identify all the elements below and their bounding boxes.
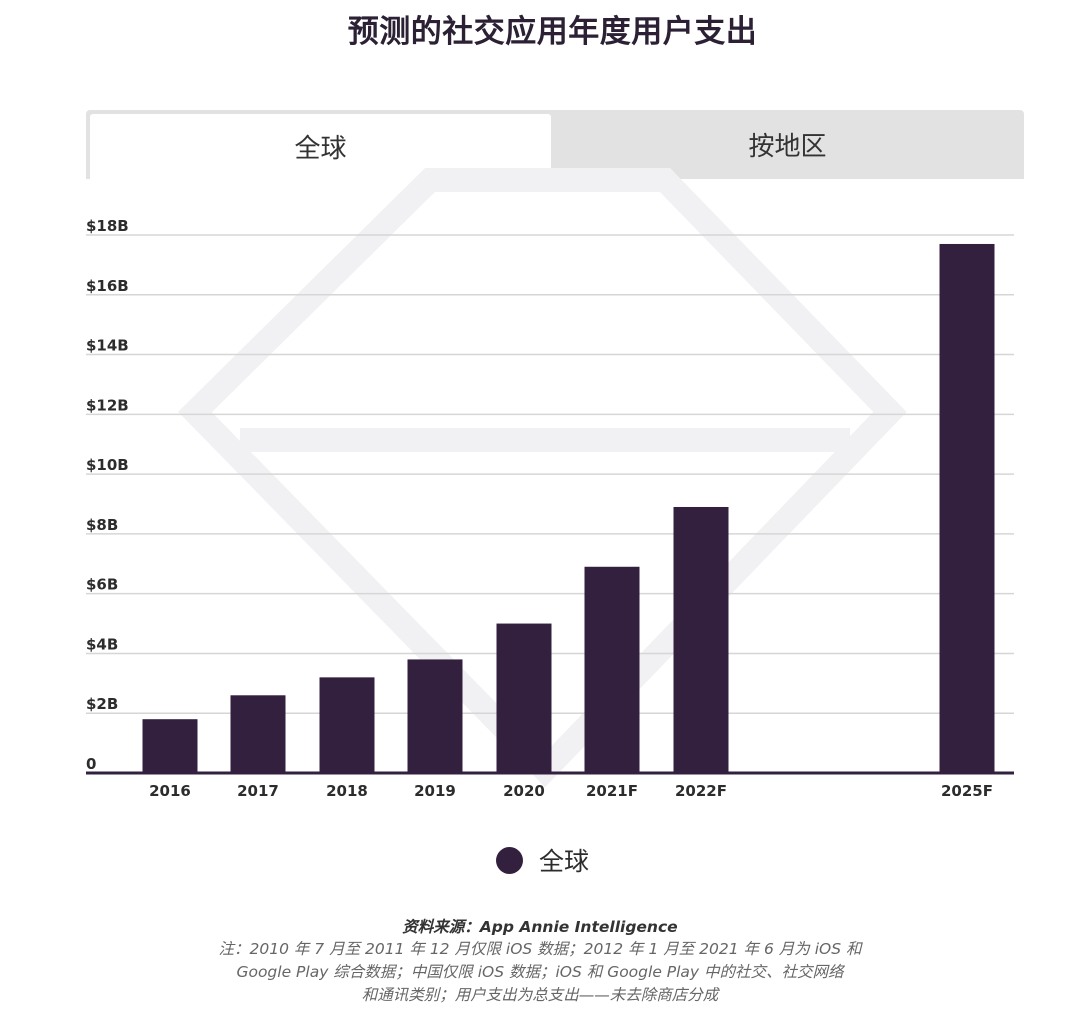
x-tick-label: 2018 — [326, 782, 368, 800]
x-tick-label: 2017 — [237, 782, 279, 800]
y-tick-label: $2B — [86, 695, 118, 713]
y-tick-label: 0 — [86, 755, 96, 773]
y-tick-label: $18B — [86, 217, 129, 235]
y-tick-label: $8B — [86, 516, 118, 534]
y-tick-label: $10B — [86, 456, 129, 474]
y-tick-label: $12B — [86, 396, 129, 414]
y-tick-label: $14B — [86, 337, 129, 355]
bar-2019[interactable] — [407, 659, 463, 773]
tab-by-region[interactable]: 按地区 — [748, 132, 827, 162]
y-tick-label: $16B — [86, 277, 129, 295]
x-tick-label: 2021F — [586, 782, 638, 800]
bar-2017[interactable] — [230, 695, 286, 773]
x-tick-label: 2016 — [149, 782, 191, 800]
footnote-source: 资料来源：App Annie Intelligence — [402, 918, 678, 936]
footnote-line-3: 和通讯类别；用户支出为总支出——未去除商店分成 — [361, 986, 719, 1004]
tab-bar: 全球 按地区 — [86, 110, 1024, 179]
x-tick-label: 2025F — [941, 782, 993, 800]
bar-2022f[interactable] — [673, 506, 729, 773]
footnote-line-1: 注：2010 年 7 月至 2011 年 12 月仅限 iOS 数据；2012 … — [218, 940, 862, 958]
bar-2018[interactable] — [319, 677, 375, 773]
y-tick-label: $6B — [86, 576, 118, 594]
y-tick-label: $4B — [86, 635, 118, 653]
bar-2021f[interactable] — [584, 566, 640, 773]
legend-swatch — [496, 846, 523, 874]
watermark-diamond — [178, 168, 907, 788]
x-tick-label: 2019 — [414, 782, 456, 800]
bar-2020[interactable] — [496, 623, 552, 773]
x-tick-label: 2020 — [503, 782, 545, 800]
legend: 全球 — [496, 842, 589, 878]
x-tick-label: 2022F — [675, 782, 727, 800]
bar-2025f[interactable] — [939, 243, 995, 773]
legend-label: 全球 — [539, 847, 590, 876]
footnote-line-2: Google Play 综合数据；中国仅限 iOS 数据；iOS 和 Googl… — [236, 963, 844, 981]
bar-chart: 0 $2B $4B $6B $8B $10B $12B $14B $16B $18B 2016 201… — [86, 168, 1014, 800]
bar-2016[interactable] — [142, 719, 198, 773]
page-title: 预测的社交应用年度用户支出 — [347, 14, 758, 50]
